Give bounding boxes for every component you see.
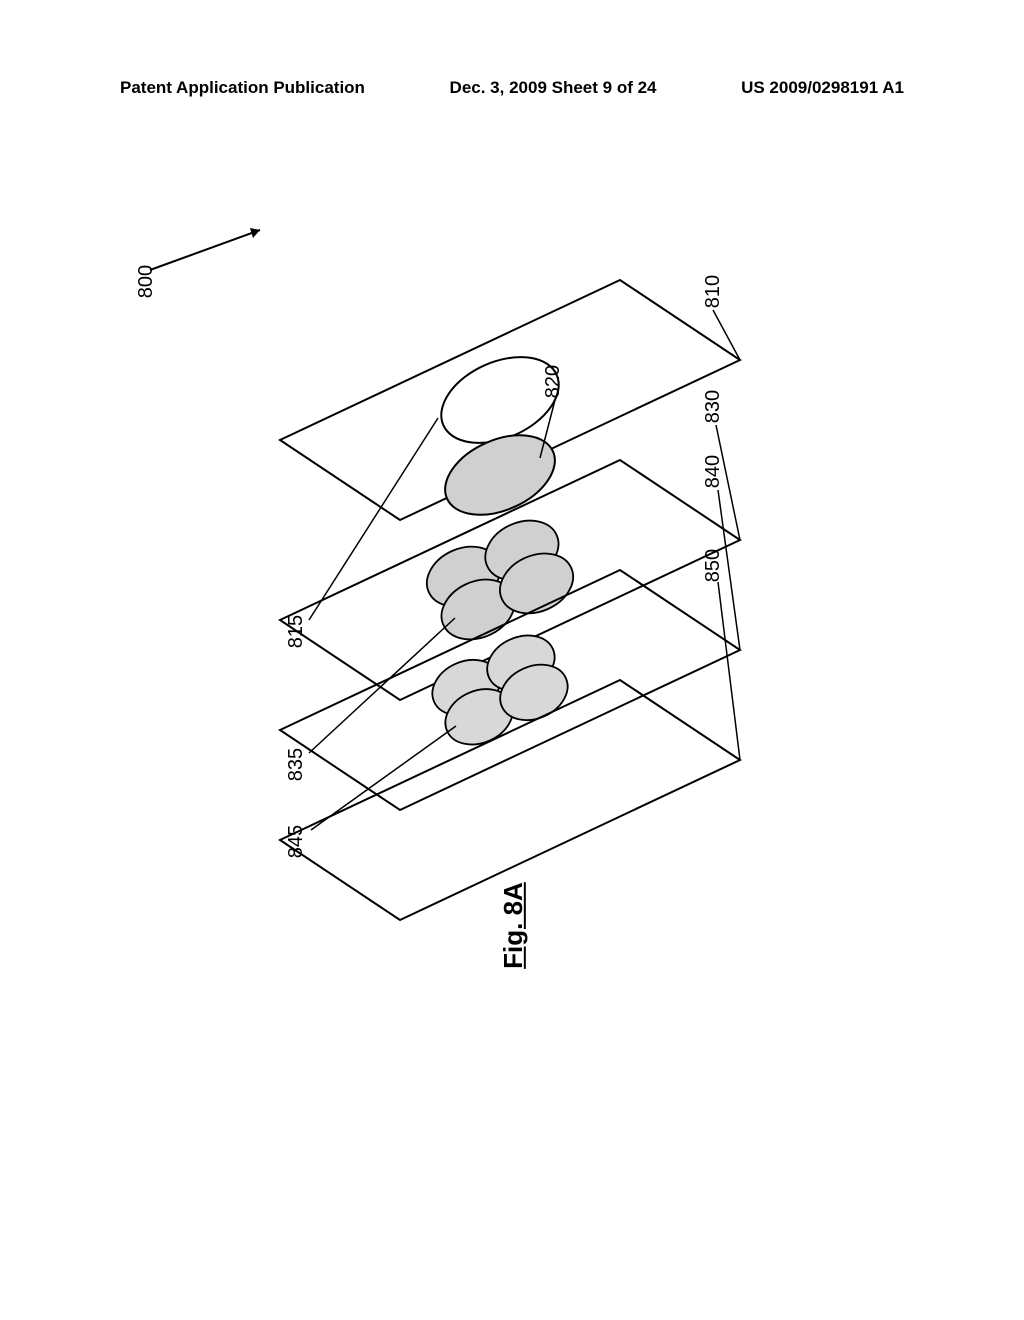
- ref-arrow-800: [150, 228, 260, 270]
- ref-label-845: 845: [285, 825, 308, 858]
- ref-label-830: 830: [702, 390, 725, 423]
- figure-diagram: [0, 0, 1024, 1320]
- figure-caption: Fig. 8A: [498, 882, 529, 969]
- ref-label-810: 810: [702, 275, 725, 308]
- ref-label-850: 850: [702, 549, 725, 582]
- ref-label-840: 840: [702, 455, 725, 488]
- ref-label-800: 800: [135, 265, 158, 298]
- ref-label-820: 820: [542, 365, 565, 398]
- ref-label-835: 835: [285, 748, 308, 781]
- layer-850: [280, 582, 740, 920]
- ref-label-815: 815: [285, 615, 308, 648]
